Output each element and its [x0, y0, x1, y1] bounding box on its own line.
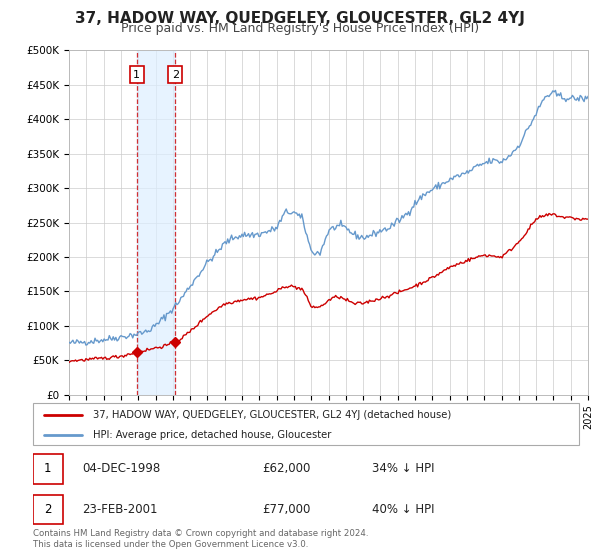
- Text: 37, HADOW WAY, QUEDGELEY, GLOUCESTER, GL2 4YJ (detached house): 37, HADOW WAY, QUEDGELEY, GLOUCESTER, GL…: [93, 410, 451, 420]
- Text: 23-FEB-2001: 23-FEB-2001: [82, 502, 158, 516]
- Text: 2: 2: [44, 502, 52, 516]
- Text: This data is licensed under the Open Government Licence v3.0.: This data is licensed under the Open Gov…: [33, 540, 308, 549]
- Text: £77,000: £77,000: [262, 502, 311, 516]
- Text: 40% ↓ HPI: 40% ↓ HPI: [371, 502, 434, 516]
- Text: Price paid vs. HM Land Registry's House Price Index (HPI): Price paid vs. HM Land Registry's House …: [121, 22, 479, 35]
- Text: £62,000: £62,000: [262, 462, 311, 475]
- FancyBboxPatch shape: [33, 454, 63, 484]
- Text: 1: 1: [44, 462, 52, 475]
- Text: 34% ↓ HPI: 34% ↓ HPI: [371, 462, 434, 475]
- Text: 1: 1: [133, 69, 140, 80]
- Bar: [137, 50, 175, 395]
- FancyBboxPatch shape: [33, 494, 63, 524]
- Text: 2: 2: [172, 69, 179, 80]
- Text: HPI: Average price, detached house, Gloucester: HPI: Average price, detached house, Glou…: [93, 430, 331, 440]
- FancyBboxPatch shape: [33, 403, 579, 445]
- Text: 04-DEC-1998: 04-DEC-1998: [82, 462, 160, 475]
- Text: Contains HM Land Registry data © Crown copyright and database right 2024.: Contains HM Land Registry data © Crown c…: [33, 529, 368, 538]
- Text: 37, HADOW WAY, QUEDGELEY, GLOUCESTER, GL2 4YJ: 37, HADOW WAY, QUEDGELEY, GLOUCESTER, GL…: [75, 11, 525, 26]
